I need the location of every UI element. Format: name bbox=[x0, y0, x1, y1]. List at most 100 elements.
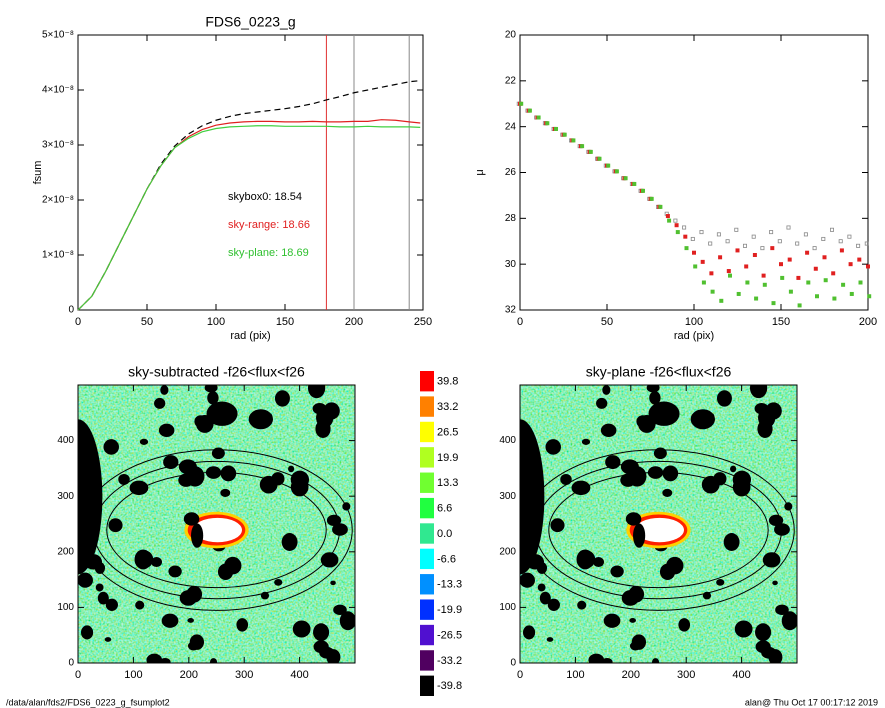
mask-blob bbox=[520, 489, 524, 495]
mask-blob bbox=[537, 583, 546, 592]
point bbox=[780, 275, 785, 280]
y-tick-label: 200 bbox=[499, 546, 516, 557]
mask-blob bbox=[323, 402, 340, 420]
point bbox=[700, 259, 705, 264]
mask-blob bbox=[546, 637, 554, 642]
point bbox=[847, 234, 852, 239]
point bbox=[867, 294, 872, 299]
y-tick-label: 30 bbox=[505, 259, 517, 270]
mask-blob bbox=[730, 465, 737, 473]
mask-blob bbox=[577, 600, 587, 610]
x-axis-label: rad (pix) bbox=[674, 330, 714, 342]
y-tick-label: 32 bbox=[505, 305, 517, 316]
point bbox=[673, 218, 678, 223]
mask-blob bbox=[527, 466, 543, 481]
mask-blob bbox=[135, 600, 145, 610]
mask-blob bbox=[206, 401, 238, 426]
point bbox=[815, 294, 820, 299]
mask-blob bbox=[151, 557, 163, 568]
point bbox=[838, 239, 843, 244]
point bbox=[745, 280, 750, 285]
y-tick-label: 24 bbox=[505, 121, 517, 132]
mask-blob bbox=[161, 613, 179, 628]
mask-blob bbox=[104, 637, 112, 642]
point bbox=[841, 282, 846, 287]
mask-blob bbox=[178, 473, 194, 487]
mask-blob bbox=[620, 473, 636, 487]
core-mask bbox=[183, 512, 200, 526]
colorbar-label: -33.2 bbox=[437, 655, 462, 667]
core bbox=[193, 517, 242, 543]
mask-blob bbox=[220, 465, 237, 482]
x-tick-label: 100 bbox=[685, 316, 703, 328]
mask-blob bbox=[160, 385, 169, 395]
mask-blob bbox=[290, 477, 309, 497]
point bbox=[675, 230, 680, 235]
mask-blob bbox=[757, 419, 773, 438]
plot: 0 100 200 300 400 0 100 200 300 400 sky-subtracted… bbox=[57, 364, 356, 681]
core-mask bbox=[191, 523, 204, 548]
aperture bbox=[535, 460, 782, 600]
x-tick-label: 200 bbox=[345, 316, 363, 328]
chart-title: FDS6_0223_g bbox=[205, 14, 295, 30]
mask-blob bbox=[159, 657, 171, 663]
point bbox=[709, 271, 714, 276]
point bbox=[632, 181, 637, 186]
point bbox=[858, 280, 863, 285]
x-tick-label: 300 bbox=[677, 669, 695, 681]
mask-blob bbox=[749, 385, 768, 399]
colorbar-label: 19.9 bbox=[437, 452, 458, 464]
y-tick-label: 2×10⁻⁸ bbox=[42, 195, 74, 206]
mask-blob bbox=[576, 549, 594, 570]
point bbox=[682, 225, 687, 230]
mask-blob bbox=[781, 611, 797, 631]
point bbox=[806, 280, 811, 285]
x-tick-label: 0 bbox=[517, 669, 523, 681]
mask-blob bbox=[690, 409, 716, 430]
mask-blob bbox=[593, 557, 605, 568]
x-tick-label: 400 bbox=[732, 669, 750, 681]
plot: 0 50 100 150 200 20 22 24 26 28 30 32 rad (pix) μ bbox=[474, 30, 877, 342]
point bbox=[708, 241, 713, 246]
sky-image bbox=[520, 385, 797, 663]
mask-blob bbox=[649, 391, 661, 405]
point bbox=[761, 273, 766, 278]
y-tick-label: 1×10⁻⁸ bbox=[42, 250, 74, 261]
mask-blob bbox=[95, 583, 104, 592]
mask-blob bbox=[596, 397, 608, 409]
point bbox=[701, 280, 706, 285]
plot: 0 50 100 150 200 250 0 1×10⁻⁸ 2×10⁻⁸ 3×10⁻⁸ 4×10⁻⁸… bbox=[32, 14, 432, 342]
point bbox=[823, 278, 828, 283]
x-tick-label: 50 bbox=[141, 316, 153, 328]
mask-blob bbox=[713, 472, 727, 486]
point bbox=[554, 126, 559, 131]
y-tick-label: 3×10⁻⁸ bbox=[42, 140, 74, 151]
y-tick-label: 5×10⁻⁸ bbox=[42, 30, 74, 41]
mask-blob bbox=[209, 658, 218, 663]
point bbox=[848, 262, 853, 267]
point bbox=[545, 121, 550, 126]
y-tick-label: 400 bbox=[499, 435, 516, 446]
point bbox=[699, 230, 704, 235]
mask-blob bbox=[560, 473, 572, 485]
mask-blob bbox=[754, 403, 769, 415]
point bbox=[562, 132, 567, 137]
mask-blob bbox=[522, 625, 536, 640]
y-tick-label: 200 bbox=[57, 546, 74, 557]
mask-blob bbox=[315, 419, 331, 438]
y-tick-label: 0 bbox=[68, 305, 74, 316]
core bbox=[635, 517, 684, 543]
point bbox=[812, 246, 817, 251]
mask-blob bbox=[520, 442, 537, 462]
mask-blob bbox=[105, 598, 118, 611]
mask-blob bbox=[78, 489, 82, 495]
point bbox=[777, 239, 782, 244]
mask-blob bbox=[288, 465, 295, 473]
y-tick-label: 100 bbox=[499, 602, 516, 613]
mask-blob bbox=[224, 556, 242, 575]
point bbox=[623, 176, 628, 181]
x-tick-label: 200 bbox=[180, 669, 198, 681]
point bbox=[754, 296, 759, 301]
x-tick-label: 100 bbox=[566, 669, 584, 681]
